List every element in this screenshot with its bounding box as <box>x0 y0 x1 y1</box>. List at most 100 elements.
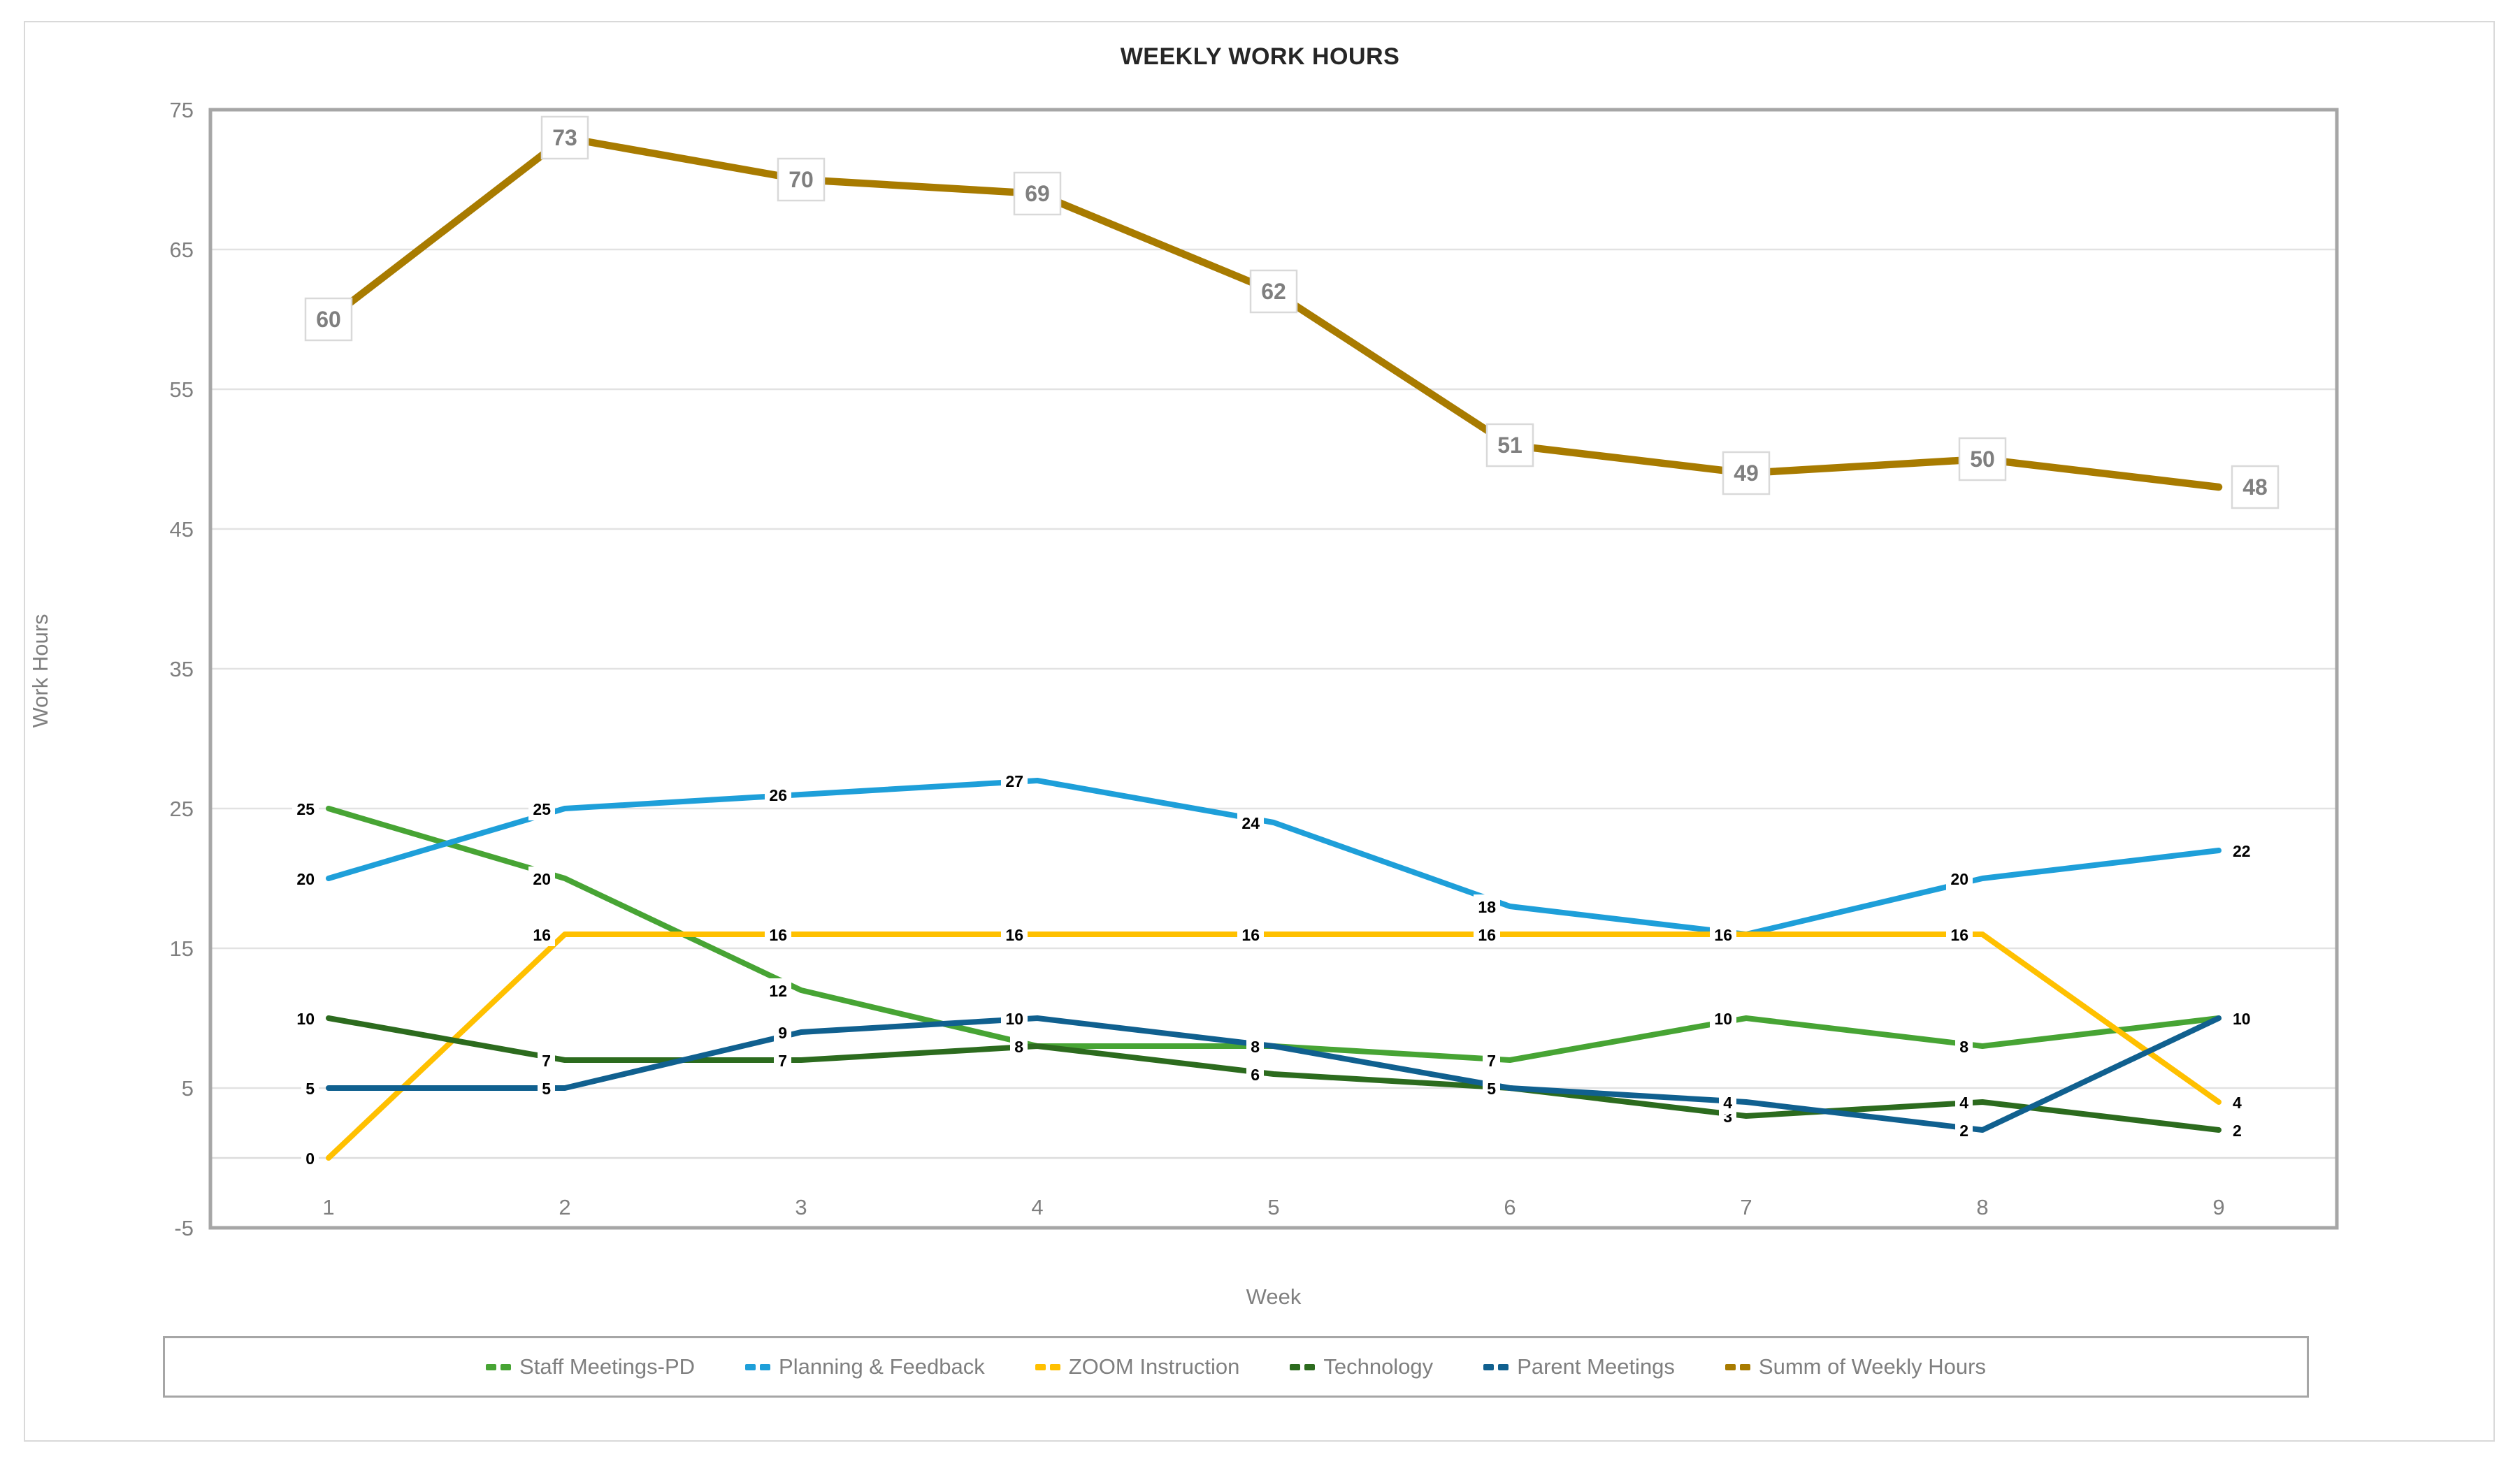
legend-item-planning-feedback[interactable]: Planning & Feedback <box>745 1354 985 1379</box>
data-label: 5 <box>1487 1080 1496 1098</box>
data-label: 26 <box>769 786 787 804</box>
chart-title: WEEKLY WORK HOURS <box>1120 43 1400 70</box>
legend-label: Planning & Feedback <box>779 1354 985 1379</box>
series-line-technology <box>326 1015 2222 1133</box>
sum-data-label: 50 <box>1970 447 1995 472</box>
sum-data-label: 51 <box>1497 433 1522 458</box>
chart-border <box>24 21 2495 1442</box>
data-label: 25 <box>296 800 315 818</box>
data-label-bg <box>528 922 555 946</box>
legend-label: Parent Meetings <box>1517 1354 1675 1379</box>
data-label-bg <box>292 1006 319 1030</box>
x-tick-label: 8 <box>1976 1195 1988 1219</box>
data-label-bg <box>1246 1034 1264 1058</box>
legend-line-marker-icon <box>1483 1363 1513 1370</box>
data-label-bg <box>528 867 555 890</box>
y-tick-label: 15 <box>170 936 194 961</box>
data-label: 10 <box>1005 1010 1023 1028</box>
x-tick-label: 7 <box>1740 1195 1752 1219</box>
legend-line-marker-icon <box>745 1363 775 1370</box>
data-label-bg <box>2229 1090 2246 1114</box>
y-tick-label: 5 <box>182 1076 194 1101</box>
legend[interactable]: Staff Meetings-PD Planning & Feedback ZO… <box>163 1336 2309 1398</box>
series-line-zoom-instruction <box>326 932 2222 1161</box>
legend-item-staff-meetings-pd[interactable]: Staff Meetings-PD <box>486 1354 695 1379</box>
sum-data-label: 62 <box>1261 279 1286 304</box>
data-label: 16 <box>533 926 551 944</box>
y-tick-label: 35 <box>170 657 194 681</box>
legend-item-zoom-instruction[interactable]: ZOOM Instruction <box>1035 1354 1239 1379</box>
data-label-bg <box>1955 1090 1973 1114</box>
data-label: 5 <box>305 1080 315 1098</box>
sum-data-label: 69 <box>1025 181 1050 206</box>
data-label: 7 <box>1487 1052 1496 1070</box>
data-label-bg <box>774 1020 791 1044</box>
data-label: 9 <box>778 1024 787 1042</box>
data-label-bg <box>765 978 791 1002</box>
x-tick-label: 3 <box>795 1195 807 1219</box>
legend-line-marker-icon <box>486 1363 515 1370</box>
sum-data-label-box <box>1249 269 1298 314</box>
data-label-bg <box>1955 1118 1973 1142</box>
sum-data-label-box <box>1958 437 2007 481</box>
legend-item-summ-of-weekly-hours[interactable]: Summ of Weekly Hours <box>1725 1354 1986 1379</box>
data-label-bg <box>301 1146 319 1170</box>
series-line-planning-feedback <box>326 778 2222 937</box>
data-label: 20 <box>1950 870 1968 888</box>
data-label: 5 <box>542 1080 551 1098</box>
data-label-bg <box>528 797 555 820</box>
data-label: 22 <box>2233 842 2251 860</box>
sum-data-label: 49 <box>1734 461 1759 486</box>
data-label: 4 <box>2233 1094 2242 1112</box>
data-label: 10 <box>1714 1010 1732 1028</box>
data-label: 16 <box>769 926 787 944</box>
data-label-bg <box>538 1048 555 1072</box>
data-label: 27 <box>1005 772 1023 790</box>
x-tick-label: 2 <box>559 1195 570 1219</box>
data-label-bg <box>1719 1090 1736 1114</box>
data-label: 18 <box>1478 898 1496 916</box>
x-axis-title: Week <box>1246 1284 1302 1309</box>
sum-data-label-box <box>540 115 589 160</box>
data-label: 2 <box>2233 1122 2242 1140</box>
y-tick-label: 55 <box>170 377 194 402</box>
data-label-bg <box>292 867 319 890</box>
legend-label: Staff Meetings-PD <box>519 1354 696 1379</box>
plot-border <box>208 108 2339 1230</box>
data-label-bg <box>1710 922 1736 946</box>
data-label: 16 <box>1714 926 1732 944</box>
data-label: 8 <box>1014 1038 1023 1056</box>
data-label-bg <box>1246 1062 1264 1086</box>
data-label: 20 <box>533 870 551 888</box>
sum-data-label-box <box>777 157 826 202</box>
data-label-bg <box>1474 922 1500 946</box>
sum-data-label: 73 <box>552 125 577 150</box>
data-label-bg <box>301 1076 319 1100</box>
data-label: 16 <box>1241 926 1260 944</box>
data-label: 2 <box>1959 1122 1968 1140</box>
data-label: 24 <box>1241 814 1260 832</box>
series-line-parent-meetings <box>326 1015 2222 1133</box>
y-tick-label: 75 <box>170 98 194 122</box>
data-label: 16 <box>1478 926 1496 944</box>
data-label: 10 <box>2233 1010 2251 1028</box>
sum-data-label-box <box>2231 465 2280 509</box>
sum-data-label: 70 <box>789 167 814 192</box>
x-tick-label: 6 <box>1504 1195 1515 1219</box>
data-label-bg <box>2229 1118 2246 1142</box>
data-label-bg <box>2229 1006 2255 1030</box>
data-label-bg <box>1946 922 1973 946</box>
data-label-bg <box>538 1076 555 1100</box>
legend-item-technology[interactable]: Technology <box>1290 1354 1433 1379</box>
data-label-bg <box>1483 1076 1500 1100</box>
data-label-bg <box>292 797 319 820</box>
legend-item-parent-meetings[interactable]: Parent Meetings <box>1483 1354 1675 1379</box>
data-label-bg <box>1001 922 1028 946</box>
legend-line-marker-icon <box>1035 1363 1065 1370</box>
data-label-bg <box>1237 922 1264 946</box>
sum-data-label-box <box>1722 451 1771 495</box>
sum-data-label-box <box>304 297 353 342</box>
y-tick-label: 45 <box>170 517 194 542</box>
